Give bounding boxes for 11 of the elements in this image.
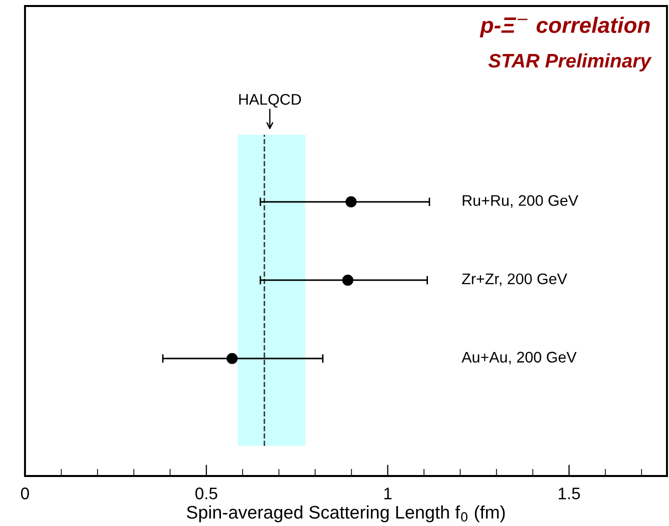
chart-title: p-Ξ$^{−}$ correlation [480,16,650,38]
y-tick-label: Zr+Zr, 200 GeV [462,273,568,286]
chart-subtitle: STAR Preliminary [488,53,652,72]
y-tick-label: Au+Au, 200 GeV [462,352,577,364]
ref-line-label: HALQCD [239,94,301,108]
x-axis-title: Spin-averaged Scattering Length f$_{0}$ (fm) [186,505,505,522]
y-tick-label: Ru+Ru, 200 GeV [462,195,578,208]
x-tick-label: 0.5 [195,488,218,500]
x-tick-label: 0 [21,488,29,500]
x-tick-label: 1 [384,488,392,500]
x-tick-label: 1.5 [558,488,580,500]
